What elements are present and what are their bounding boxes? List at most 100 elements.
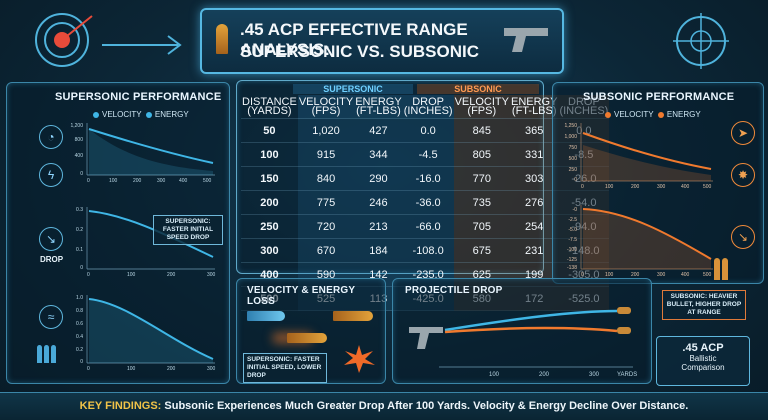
cell-se: 344 [354, 142, 403, 167]
bullet-subsonic-2 [287, 333, 327, 343]
svg-text:100: 100 [605, 184, 614, 190]
svg-text:300: 300 [157, 178, 166, 184]
projectile-drop-panel: Projectile Drop 100 200 300 Yards [392, 278, 652, 384]
header-s-velocity: Velocity [298, 95, 354, 108]
svg-text:300: 300 [207, 272, 216, 278]
svg-text:200: 200 [167, 272, 176, 278]
header-distance: Distance [242, 95, 297, 108]
svg-text:0.3: 0.3 [76, 207, 83, 213]
svg-text:200: 200 [133, 178, 142, 184]
svg-text:200: 200 [631, 272, 640, 278]
svg-text:1,200: 1,200 [70, 123, 83, 129]
left-chart-velocity: 1,200 800 400 0 0 100 200 300 400 500 [70, 123, 215, 184]
svg-text:0: 0 [87, 366, 90, 372]
lightning-icon: ϟ [39, 163, 63, 187]
left-legend: Velocity Energy [93, 110, 189, 119]
cell-d: 50 [241, 118, 298, 143]
svg-text:200: 200 [539, 372, 550, 378]
cell-se: 246 [354, 190, 403, 215]
title-line1: .45 ACP Effective Range Analysis: [240, 20, 468, 59]
header-b-energy: Energy [510, 95, 558, 108]
svg-text:300: 300 [207, 366, 216, 372]
svg-text:Yards: Yards [617, 372, 637, 378]
cartridges-sub-icon [714, 258, 728, 285]
legend-velocity-sub: Velocity [614, 110, 654, 119]
svg-text:-125: -125 [567, 257, 577, 263]
svg-text:-7.5: -7.5 [568, 237, 577, 243]
svg-text:200: 200 [167, 366, 176, 372]
impact-icon [344, 345, 375, 373]
legend-energy-sub: Energy [666, 110, 701, 119]
cell-bv: 770 [453, 166, 510, 191]
data-table-panel: Supersonic Subsonic Distance (Yards) Velo… [236, 80, 610, 311]
header-s-energy: Energy [355, 95, 402, 108]
right-panel-title: Subsonic Performance [583, 91, 735, 103]
svg-text:0: 0 [80, 171, 83, 177]
svg-text:100: 100 [127, 272, 136, 278]
down-arrow-sub-icon: ↘ [731, 225, 755, 249]
svg-text:-138: -138 [567, 265, 577, 271]
svg-text:-5.0: -5.0 [568, 227, 577, 233]
header-s-energy-unit: (ft-lbs) [356, 104, 401, 117]
title-banner: .45 ACP Effective Range Analysis: Supers… [200, 8, 564, 74]
gauge-icon: ◔ [39, 125, 63, 149]
right-legend: Velocity Energy [605, 110, 701, 119]
bullet-side-icon: ➤ [731, 121, 755, 145]
header-distance-unit: (Yards) [247, 104, 292, 117]
svg-text:0: 0 [581, 272, 584, 278]
header-b-velocity-unit: (fps) [467, 104, 497, 117]
svg-text:0: 0 [80, 265, 83, 271]
cell-sd: -4.5 [402, 142, 454, 167]
svg-text:100: 100 [127, 366, 136, 372]
subsonic-trajectory [444, 326, 618, 334]
down-arrow-icon: ↘ [39, 227, 63, 251]
svg-text:100: 100 [489, 372, 500, 378]
group-supersonic: Supersonic [293, 84, 413, 94]
title-line2: Supersonic vs. Subsonic [240, 42, 479, 61]
svg-text:200: 200 [631, 184, 640, 190]
bullet-subsonic-1 [333, 311, 373, 321]
svg-text:500: 500 [703, 184, 712, 190]
right-charts: 1,250 1,000 750 500 250 0 0 100 200 300 … [564, 123, 713, 278]
cell-d: 250 [241, 214, 298, 239]
cell-sd: -36.0 [402, 190, 454, 215]
supersonic-trajectory [444, 309, 618, 332]
svg-text:400: 400 [681, 272, 690, 278]
cell-sv: 720 [297, 214, 355, 239]
cell-d: 150 [241, 166, 298, 191]
cartridges-icon [37, 345, 56, 368]
svg-text:0.2: 0.2 [76, 227, 83, 233]
bullet-supersonic-1 [247, 311, 285, 321]
svg-text:250: 250 [569, 167, 578, 173]
cell-sd: 0.0 [402, 118, 454, 143]
cell-be: 365 [509, 118, 559, 143]
crosshair-icon [673, 13, 729, 69]
svg-text:400: 400 [179, 178, 188, 184]
cell-se: 213 [354, 214, 403, 239]
legend-velocity: Velocity [102, 110, 142, 119]
svg-text:0: 0 [80, 359, 83, 365]
arrow-icon [102, 35, 182, 55]
left-charts: 1,200 800 400 0 0 100 200 300 400 500 0.… [70, 123, 216, 372]
group-subsonic: Subsonic [417, 84, 539, 94]
svg-text:0.6: 0.6 [76, 321, 83, 327]
svg-text:300: 300 [589, 372, 600, 378]
svg-text:300: 300 [657, 184, 666, 190]
bullet-icon [216, 24, 228, 54]
badge-line2: Ballistic [689, 354, 717, 363]
svg-text:1,000: 1,000 [564, 134, 577, 140]
svg-text:0: 0 [87, 272, 90, 278]
left-chart-trajectory: 1.0 0.8 0.6 0.4 0.2 0 0 100 200 300 [76, 295, 216, 372]
svg-text:-2.5: -2.5 [568, 217, 577, 223]
key-findings-bar: Key Findings: Subsonic Experiences Much … [0, 392, 768, 420]
svg-text:0.2: 0.2 [76, 347, 83, 353]
header-s-drop-unit: (inches) [403, 104, 453, 117]
cell-sv: 1,020 [297, 118, 355, 143]
velocity-note: Supersonic: Faster Initial Speed, Lower … [243, 353, 327, 383]
svg-text:400: 400 [681, 184, 690, 190]
svg-text:0: 0 [581, 184, 584, 190]
svg-text:1.0: 1.0 [76, 295, 83, 301]
svg-text:400: 400 [75, 153, 84, 159]
